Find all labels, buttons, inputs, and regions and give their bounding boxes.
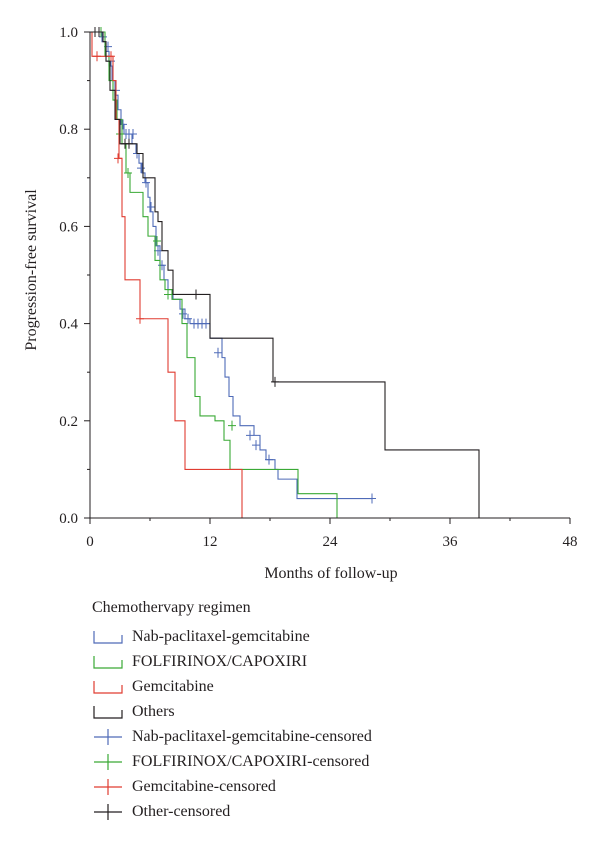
censor-mark — [202, 318, 210, 329]
y-tick-label: 0.4 — [59, 317, 78, 333]
censor-mark — [265, 454, 273, 465]
legend-label: FOLFIRINOX/CAPOXIRI — [132, 652, 308, 670]
legend-step-icon — [93, 630, 123, 644]
legend-cross-icon — [94, 728, 122, 745]
legend-label: Other-censored — [132, 802, 231, 820]
legend-label: Others — [132, 702, 175, 720]
censor-mark — [114, 153, 122, 164]
legend-item: Others — [92, 699, 372, 724]
censor-mark — [153, 235, 161, 246]
censor-mark — [95, 27, 103, 37]
survival-curve — [90, 31, 338, 518]
series-2 — [90, 31, 243, 518]
censor-mark — [246, 430, 254, 441]
legend: Chemothervapy regimen Nab-paclitaxel-gem… — [92, 598, 372, 824]
legend-label: Nab-paclitaxel-gemcitabine — [132, 627, 310, 645]
survival-curve — [90, 31, 372, 500]
censor-mark — [228, 420, 236, 431]
y-tick-label: 0.8 — [59, 122, 78, 138]
survival-curve — [90, 31, 480, 518]
x-tick-label: 24 — [323, 534, 339, 550]
legend-step-icon — [93, 655, 123, 669]
legend-item: Nab-paclitaxel-gemcitabine — [92, 624, 372, 649]
y-tick-label: 0.6 — [59, 219, 78, 235]
censor-mark — [129, 129, 137, 140]
censor-mark — [93, 51, 101, 62]
series-1 — [90, 27, 338, 518]
y-tick-label: 0.2 — [59, 414, 78, 430]
legend-label: FOLFIRINOX/CAPOXIRI-censored — [132, 752, 370, 770]
censor-mark — [107, 51, 115, 62]
legend-label: Gemcitabine — [132, 677, 214, 695]
x-tick-label: 48 — [563, 534, 578, 550]
series-0 — [90, 31, 376, 504]
legend-item: Gemcitabine-censored — [92, 774, 372, 799]
censor-mark — [252, 440, 260, 451]
y-axis: 0.0 0.2 0.4 0.6 0.8 1.0 — [59, 25, 91, 527]
legend-title: Chemothervapy regimen — [92, 599, 251, 616]
legend-cross-icon — [94, 778, 122, 795]
censor-mark — [192, 289, 200, 300]
plot-area — [90, 27, 480, 518]
censor-mark — [137, 163, 145, 174]
legend-step-icon — [93, 680, 123, 694]
y-tick-label: 1.0 — [59, 25, 78, 41]
censor-mark — [147, 201, 155, 212]
x-axis: 0 12 24 36 48 — [86, 517, 578, 550]
y-axis-title: Progression-free survival — [23, 189, 40, 351]
legend-cross-icon — [94, 753, 122, 770]
censor-mark — [164, 289, 172, 300]
legend-item: FOLFIRINOX/CAPOXIRI — [92, 649, 372, 674]
legend-item: Other-censored — [92, 799, 372, 824]
censor-mark — [142, 177, 150, 188]
censor-mark — [136, 313, 144, 324]
x-tick-label: 36 — [443, 534, 459, 550]
x-tick-label: 12 — [203, 534, 218, 550]
chart: 0 12 24 36 48 0.0 0.2 0.4 0.6 0.8 1.0 Months of f… — [23, 25, 578, 582]
censor-mark — [158, 260, 166, 271]
censor-mark — [271, 376, 279, 387]
censor-mark — [214, 347, 222, 358]
x-axis-title: Months of follow-up — [264, 565, 397, 582]
legend-step-icon — [93, 705, 123, 719]
y-tick-label: 0.0 — [59, 511, 78, 527]
censor-mark — [124, 167, 132, 178]
censor-mark — [179, 308, 187, 319]
censor-mark — [368, 493, 376, 504]
legend-label: Nab-paclitaxel-gemcitabine-censored — [132, 727, 372, 745]
legend-items: Nab-paclitaxel-gemcitabine FOLFIRINOX/CAP… — [92, 624, 372, 824]
series-3 — [90, 27, 480, 518]
censor-mark — [125, 138, 133, 149]
survival-curve — [90, 31, 243, 518]
legend-label: Gemcitabine-censored — [132, 777, 276, 795]
legend-item: Nab-paclitaxel-gemcitabine-censored — [92, 724, 372, 749]
legend-item: FOLFIRINOX/CAPOXIRI-censored — [92, 749, 372, 774]
x-tick-label: 0 — [86, 534, 94, 550]
censor-mark — [184, 313, 192, 324]
legend-item: Gemcitabine — [92, 674, 372, 699]
legend-cross-icon — [94, 803, 122, 820]
